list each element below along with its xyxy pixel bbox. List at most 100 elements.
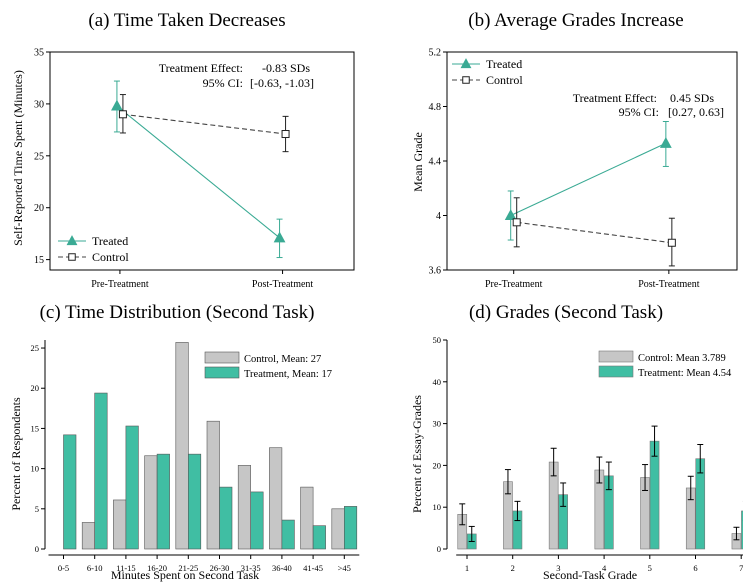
- panel-c-xtick-label: 41-45: [303, 563, 323, 573]
- panel-d-xtick-label: 1: [465, 563, 469, 573]
- panel-c-ytick-label: 25: [31, 343, 40, 353]
- panel-c-legend-swatch: [204, 366, 240, 379]
- panel-b-ytick-label: 5.2: [429, 48, 442, 59]
- panel-c-ytick-label: 5: [35, 504, 39, 514]
- panel-a-legend-label: Treated: [92, 234, 128, 248]
- panel-a-series-line: [116, 105, 280, 239]
- panel-a-ytick-label: 20: [34, 203, 44, 214]
- panel-c-bar: [175, 342, 189, 550]
- panel-b-effect-label: Treatment Effect:: [573, 91, 657, 105]
- panel-d-bar: [741, 510, 743, 550]
- panel-b-ytick-label: 4.4: [429, 157, 442, 168]
- panel-c-bar: [156, 453, 170, 550]
- panel-d-title: (d) Grades (Second Task): [469, 302, 663, 323]
- panel-c-bar: [94, 392, 108, 550]
- panel-a-xtick-label: Post-Treatment: [252, 279, 314, 290]
- panel-c-xtick-label: 0-5: [58, 563, 69, 573]
- panel-d-legend-swatch: [598, 350, 634, 363]
- panel-c-legend-swatch: [204, 351, 240, 364]
- panel-a-ytick-label: 35: [34, 48, 44, 59]
- panel-a-point: [118, 110, 127, 119]
- panel-b-point: [659, 136, 672, 148]
- panel-d-xtick-label: 4: [602, 563, 607, 573]
- panel-a-ci-value: [-0.63, -1.03]: [250, 76, 314, 90]
- panel-d-ytick-label: 30: [433, 419, 442, 429]
- panel-c-ylabel: Percent of Respondents: [9, 397, 23, 511]
- panel-c-bar: [81, 522, 95, 550]
- panel-d-xtick-label: 2: [511, 563, 515, 573]
- panel-d-ylabel: Percent of Essay-Grades: [410, 395, 424, 513]
- panel-c-bar: [63, 434, 77, 550]
- panel-d-legend-label: Treatment: Mean 4.54: [638, 368, 732, 379]
- panel-d-ytick-label: 50: [433, 335, 442, 345]
- panel-a-legend-marker: [66, 235, 78, 246]
- panel-b-ylabel: Mean Grade: [411, 132, 425, 192]
- panel-c-legend-label: Treatment, Mean: 17: [244, 369, 332, 380]
- panel-a-effect-label: Treatment Effect:: [159, 61, 243, 75]
- panel-c-bar: [113, 499, 127, 550]
- panel-a-point: [281, 130, 290, 139]
- panel-c-title: (c) Time Distribution (Second Task): [40, 302, 315, 323]
- panel-c-bar: [331, 508, 345, 550]
- panel-c-bar: [312, 525, 326, 550]
- panel-c-bar: [237, 465, 251, 550]
- panel-c-bar: [269, 447, 283, 550]
- panel-a-ytick-label: 30: [34, 99, 44, 110]
- panel-c-xtick-label: 31-35: [241, 563, 261, 573]
- panel-c-xlabel: Minutes Spent on Second Task: [111, 568, 259, 582]
- panel-d-legend-label: Control: Mean 3.789: [638, 353, 726, 364]
- panel-d-legend-swatch: [598, 365, 634, 378]
- panel-a-frame: [49, 51, 355, 271]
- panel-d-bar: [649, 440, 660, 550]
- panel-c-xtick-label: 36-40: [272, 563, 292, 573]
- panel-a-effect-value: -0.83 SDs: [262, 61, 310, 75]
- panel-a-ylabel: Self-Reported Time Spent (Minutes): [11, 70, 25, 246]
- panel-c-ytick-label: 15: [31, 423, 40, 433]
- panel-c-xtick-label: 21-25: [178, 563, 198, 573]
- panel-c-bar: [188, 453, 202, 550]
- panel-d-ytick-label: 40: [433, 377, 442, 387]
- panel-a-title: (a) Time Taken Decreases: [88, 10, 285, 31]
- panel-b-xtick-label: Post-Treatment: [638, 279, 700, 290]
- panel-c-bar: [125, 425, 139, 550]
- panel-a-xtick-label: Pre-Treatment: [91, 279, 149, 290]
- panel-b-legend-marker: [460, 58, 472, 69]
- panel-a-legend-marker: [68, 253, 76, 261]
- panel-c-xtick-label: >45: [338, 563, 351, 573]
- panel-a-ytick-label: 25: [34, 151, 44, 162]
- panel-c-bar: [250, 491, 264, 550]
- panel-b-series-line: [516, 221, 672, 244]
- panel-b-title: (b) Average Grades Increase: [468, 10, 683, 31]
- panel-b-ci-label: 95% CI:: [619, 105, 659, 119]
- panel-c-xtick-label: 6-10: [87, 563, 103, 573]
- panel-a-point: [111, 99, 123, 111]
- panel-a-series-line: [122, 113, 286, 135]
- panel-b-series-line: [510, 142, 667, 216]
- panel-b-legend-label: Treated: [486, 57, 522, 71]
- panel-a-ytick-label: 15: [34, 255, 44, 266]
- panel-b-point: [504, 209, 517, 221]
- panel-c-xtick-label: 16-20: [147, 563, 167, 573]
- panel-c-xtick-label: 26-30: [210, 563, 230, 573]
- panel-a-point: [273, 231, 286, 243]
- panel-d-xtick-label: 7: [739, 563, 743, 573]
- panel-d-ytick-label: 10: [433, 502, 442, 512]
- panel-c-bar: [343, 506, 358, 550]
- panel-b-legend-label: Control: [486, 73, 523, 87]
- panel-c-ytick-label: 10: [31, 464, 40, 474]
- panel-c-ytick-label: 0: [35, 544, 39, 554]
- panel-c-legend-label: Control, Mean: 27: [244, 354, 321, 365]
- panel-d-ytick-label: 0: [437, 544, 441, 554]
- panel-b-xtick-label: Pre-Treatment: [485, 279, 543, 290]
- panel-c-bar: [281, 519, 295, 550]
- panel-c-bar: [206, 420, 220, 550]
- panel-c-ytick-label: 20: [31, 383, 40, 393]
- panel-b-point: [667, 238, 676, 247]
- panel-a-ci-label: 95% CI:: [203, 76, 243, 90]
- panel-d-xtick-label: 3: [556, 563, 560, 573]
- panel-b-ytick-label: 3.6: [429, 266, 442, 277]
- panel-b-ci-value: [0.27, 0.63]: [668, 105, 724, 119]
- panel-a-legend-label: Control: [92, 250, 129, 264]
- panel-d-xlabel: Second-Task Grade: [543, 568, 637, 582]
